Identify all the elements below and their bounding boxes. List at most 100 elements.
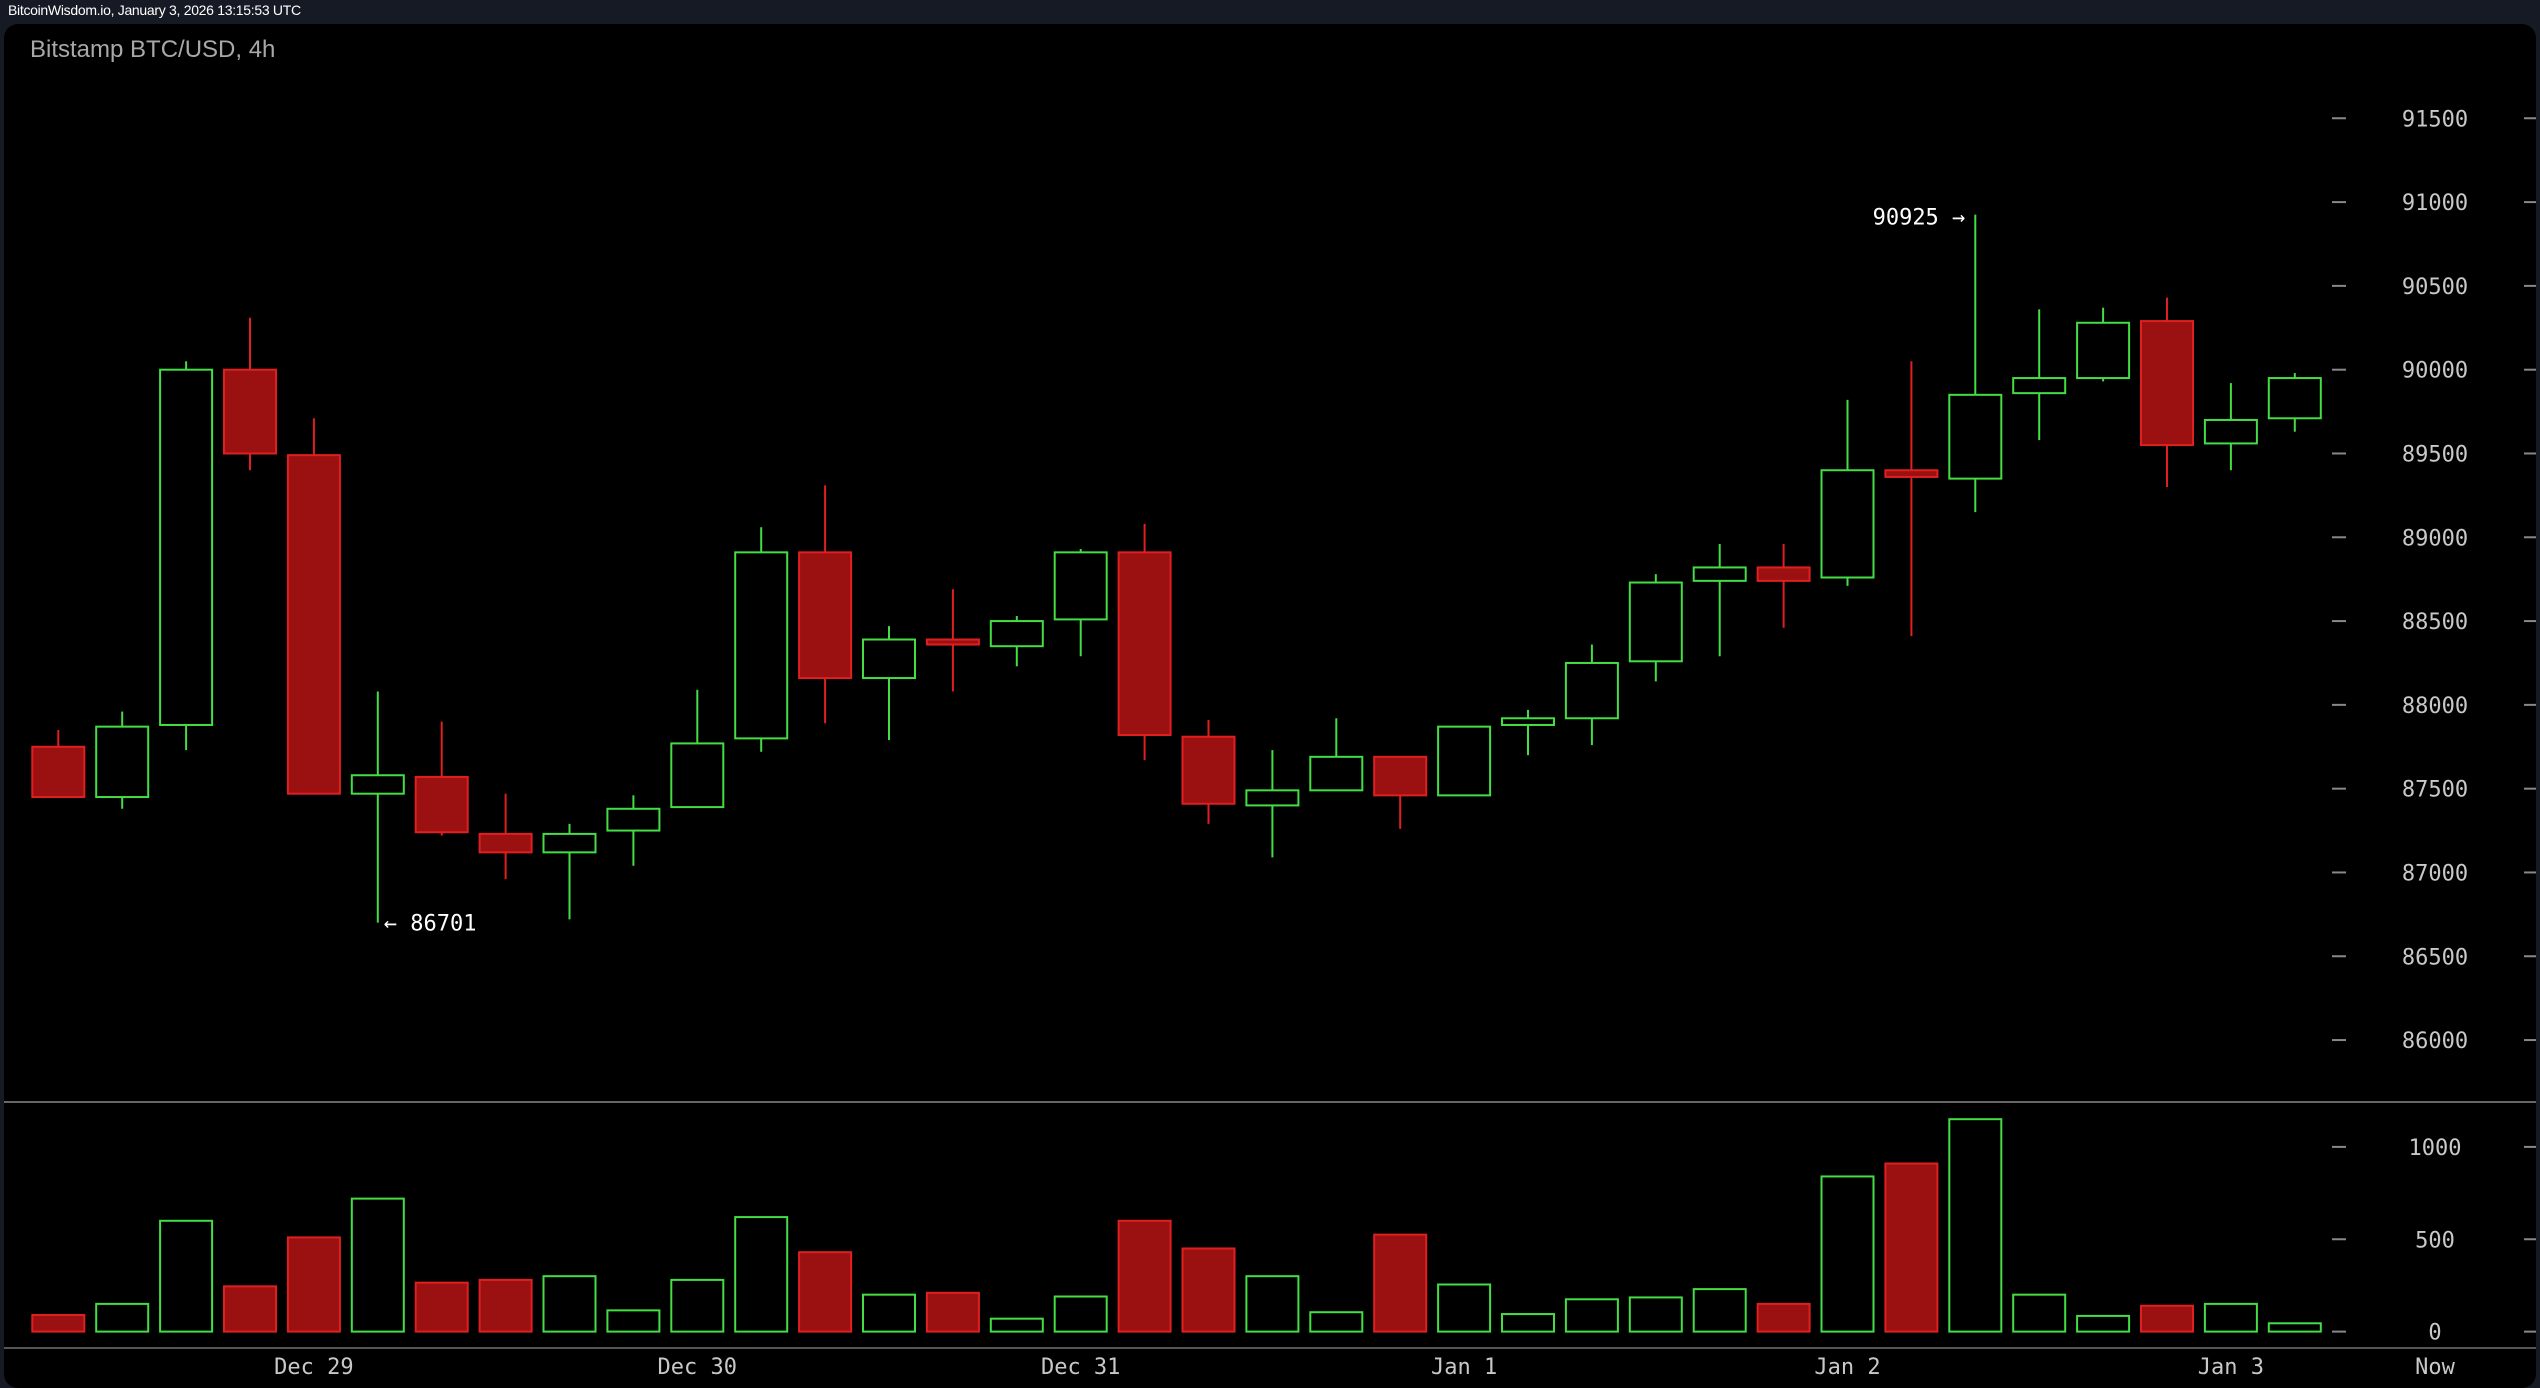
- volume-bar: [31, 1313, 86, 1333]
- x-tick-label: Jan 1: [1431, 1355, 1497, 1380]
- price-tick-label: 90000: [2402, 359, 2468, 384]
- volume-bar: [1309, 1311, 1364, 1333]
- candle-up: [2012, 377, 2067, 395]
- volume-bar: [542, 1275, 597, 1333]
- price-tick-label: 87500: [2402, 778, 2468, 803]
- chart-panel: Bitstamp BTC/USD, 4h 86000 86500 87000 8750…: [4, 24, 2536, 1388]
- candle-up: [1948, 393, 2003, 480]
- candle-down: [414, 775, 469, 834]
- volume-bar: [223, 1285, 277, 1333]
- high-annotation: 90925 →: [1873, 206, 1966, 231]
- volume-bar: [2267, 1322, 2322, 1333]
- candle-down: [1884, 469, 1939, 478]
- candle-up: [350, 774, 405, 795]
- volume-bar: [1117, 1219, 1172, 1333]
- x-tick-label: Jan 3: [2198, 1355, 2264, 1380]
- price-tick-label: 90500: [2402, 275, 2468, 300]
- volume-bar: [734, 1216, 789, 1333]
- candle-up: [1628, 581, 1683, 663]
- candle-down: [286, 454, 341, 795]
- price-tick-label: 86500: [2402, 945, 2468, 970]
- volume-bar: [95, 1302, 150, 1333]
- candle-down: [1181, 735, 1236, 805]
- volume-tick-label: 1000: [2409, 1136, 2462, 1161]
- candle-down: [925, 638, 980, 646]
- volume-bar: [2203, 1302, 2258, 1333]
- volume-bar: [1437, 1283, 1492, 1333]
- x-tick-label: Dec 29: [274, 1355, 353, 1380]
- volume-bar: [1692, 1288, 1747, 1333]
- volume-bar: [1245, 1275, 1300, 1333]
- volume-bar: [1948, 1118, 2003, 1333]
- chart-title: Bitstamp BTC/USD, 4h: [30, 36, 276, 63]
- candle-up: [1564, 661, 1619, 720]
- candle-up: [542, 832, 597, 854]
- volume-bar: [1501, 1313, 1555, 1333]
- volume-bar: [1053, 1295, 1108, 1333]
- candle-down: [1117, 551, 1172, 737]
- volume-bar: [670, 1278, 725, 1333]
- candle-up: [95, 725, 150, 799]
- candle-up: [2076, 321, 2131, 380]
- x-tick-label: Dec 31: [1041, 1355, 1120, 1380]
- candle-up: [606, 807, 661, 832]
- volume-bar: [1884, 1162, 1939, 1333]
- volume-tick-label: 0: [2428, 1321, 2441, 1346]
- candle-down: [478, 832, 533, 854]
- candle-up: [989, 620, 1044, 648]
- volume-bar: [350, 1197, 405, 1333]
- candlestick-chart: 86000 86500 87000 87500 88000 88500 89000 89500…: [4, 107, 2536, 1380]
- price-tick-label: 88500: [2402, 610, 2468, 635]
- candle-down: [223, 368, 277, 455]
- candle-up: [2267, 377, 2322, 420]
- volume-bar: [1373, 1233, 1428, 1333]
- x-tick-label: Jan 2: [1814, 1355, 1880, 1380]
- candle-down: [2140, 320, 2194, 447]
- candle-up: [1437, 725, 1492, 797]
- volume-bar: [159, 1219, 214, 1333]
- candle-up: [862, 638, 916, 680]
- candle-down: [1373, 755, 1428, 797]
- candle-down: [798, 551, 853, 680]
- price-tick-label: 87000: [2402, 861, 2468, 886]
- now-label: Now: [2415, 1355, 2455, 1380]
- volume-bar: [414, 1281, 469, 1333]
- candle-up: [2203, 418, 2258, 445]
- candle-up: [1309, 755, 1364, 792]
- low-annotation: ← 86701: [384, 912, 477, 937]
- candle-up: [1245, 789, 1300, 807]
- volume-bar: [1628, 1296, 1683, 1333]
- price-tick-label: 91500: [2402, 107, 2468, 132]
- candle-up: [670, 742, 725, 809]
- volume-bar: [286, 1236, 341, 1333]
- price-tick-label: 89000: [2402, 526, 2468, 551]
- price-tick-label: 89500: [2402, 442, 2468, 467]
- candle-up: [159, 368, 214, 726]
- price-tick-label: 86000: [2402, 1029, 2468, 1054]
- volume-bar: [2140, 1304, 2194, 1333]
- volume-bar: [2076, 1314, 2131, 1333]
- candle-up: [1692, 566, 1747, 582]
- price-tick-label: 91000: [2402, 191, 2468, 216]
- volume-bar: [925, 1291, 980, 1333]
- volume-bar: [1181, 1247, 1236, 1333]
- volume-bar: [989, 1317, 1044, 1333]
- volume-bar: [2012, 1293, 2067, 1333]
- timestamp-bar: BitcoinWisdom.io, January 3, 2026 13:15:…: [8, 2, 301, 18]
- price-tick-label: 88000: [2402, 694, 2468, 719]
- volume-bar: [1820, 1175, 1875, 1333]
- volume-tick-label: 500: [2415, 1228, 2455, 1253]
- candle-up: [1501, 717, 1555, 726]
- volume-bar: [862, 1293, 916, 1333]
- x-tick-label: Dec 30: [658, 1355, 737, 1380]
- candle-up: [1053, 551, 1108, 621]
- volume-bar: [1756, 1302, 1811, 1333]
- volume-bar: [1564, 1298, 1619, 1333]
- volume-bar: [798, 1251, 853, 1333]
- candle-down: [31, 745, 86, 799]
- candle-down: [1756, 566, 1811, 582]
- volume-bar: [606, 1309, 661, 1333]
- candle-up: [734, 551, 789, 740]
- candle-up: [1820, 469, 1875, 579]
- volume-bar: [478, 1278, 533, 1333]
